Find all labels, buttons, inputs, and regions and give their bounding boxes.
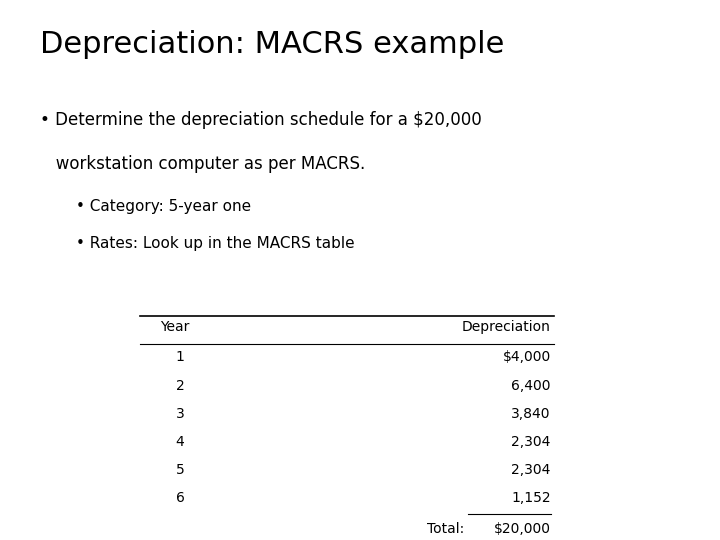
Text: 5: 5 bbox=[176, 463, 184, 477]
Text: Total:: Total: bbox=[427, 522, 464, 536]
Text: $20,000: $20,000 bbox=[494, 522, 551, 536]
Text: 1: 1 bbox=[176, 350, 184, 365]
Text: 6: 6 bbox=[176, 491, 184, 505]
Text: Year: Year bbox=[161, 320, 190, 334]
Text: Depreciation: Depreciation bbox=[462, 320, 551, 334]
Text: • Determine the depreciation schedule for a $20,000: • Determine the depreciation schedule fo… bbox=[40, 111, 482, 129]
Text: 6,400: 6,400 bbox=[511, 379, 551, 393]
Text: workstation computer as per MACRS.: workstation computer as per MACRS. bbox=[40, 155, 365, 173]
Text: Depreciation: MACRS example: Depreciation: MACRS example bbox=[40, 30, 504, 59]
Text: 3: 3 bbox=[176, 407, 184, 421]
Text: 2: 2 bbox=[176, 379, 184, 393]
Text: 2,304: 2,304 bbox=[511, 435, 551, 449]
Text: 4: 4 bbox=[176, 435, 184, 449]
Text: • Rates: Look up in the MACRS table: • Rates: Look up in the MACRS table bbox=[76, 236, 354, 251]
Text: 2,304: 2,304 bbox=[511, 463, 551, 477]
Text: • Category: 5-year one: • Category: 5-year one bbox=[76, 199, 251, 214]
Text: 1,152: 1,152 bbox=[511, 491, 551, 505]
Text: 3,840: 3,840 bbox=[511, 407, 551, 421]
Text: $4,000: $4,000 bbox=[503, 350, 551, 365]
